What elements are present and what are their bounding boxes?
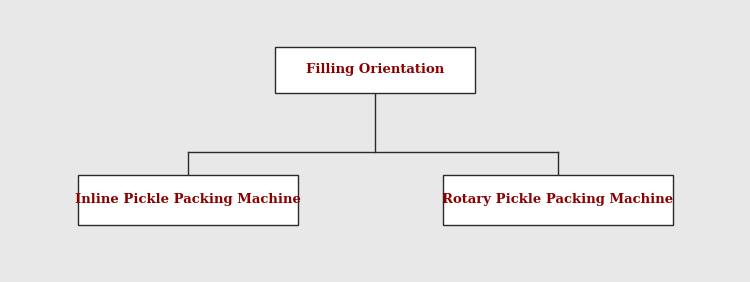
FancyBboxPatch shape (443, 175, 673, 225)
FancyBboxPatch shape (275, 47, 475, 93)
Text: Inline Pickle Packing Machine: Inline Pickle Packing Machine (75, 193, 301, 206)
Text: Rotary Pickle Packing Machine: Rotary Pickle Packing Machine (442, 193, 674, 206)
Text: Filling Orientation: Filling Orientation (306, 63, 444, 76)
FancyBboxPatch shape (78, 175, 298, 225)
